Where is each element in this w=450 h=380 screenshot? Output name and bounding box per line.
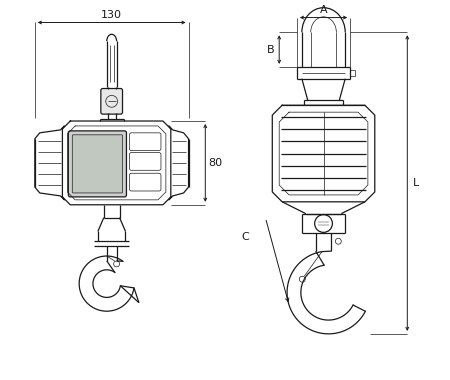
FancyBboxPatch shape	[68, 131, 126, 197]
Text: A: A	[320, 5, 327, 15]
FancyBboxPatch shape	[130, 173, 161, 191]
FancyBboxPatch shape	[130, 152, 161, 170]
FancyBboxPatch shape	[72, 135, 122, 193]
Text: L: L	[413, 178, 419, 188]
Text: 130: 130	[101, 10, 122, 20]
FancyBboxPatch shape	[101, 89, 122, 114]
Text: C: C	[242, 232, 250, 242]
Text: B: B	[266, 44, 274, 55]
Text: 80: 80	[208, 158, 222, 168]
FancyBboxPatch shape	[130, 133, 161, 150]
